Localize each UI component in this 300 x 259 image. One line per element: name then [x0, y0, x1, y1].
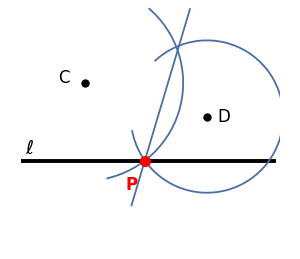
Text: D: D	[217, 107, 230, 126]
Text: ℓ: ℓ	[26, 139, 34, 158]
Text: C: C	[58, 69, 70, 87]
Text: P: P	[126, 176, 138, 194]
